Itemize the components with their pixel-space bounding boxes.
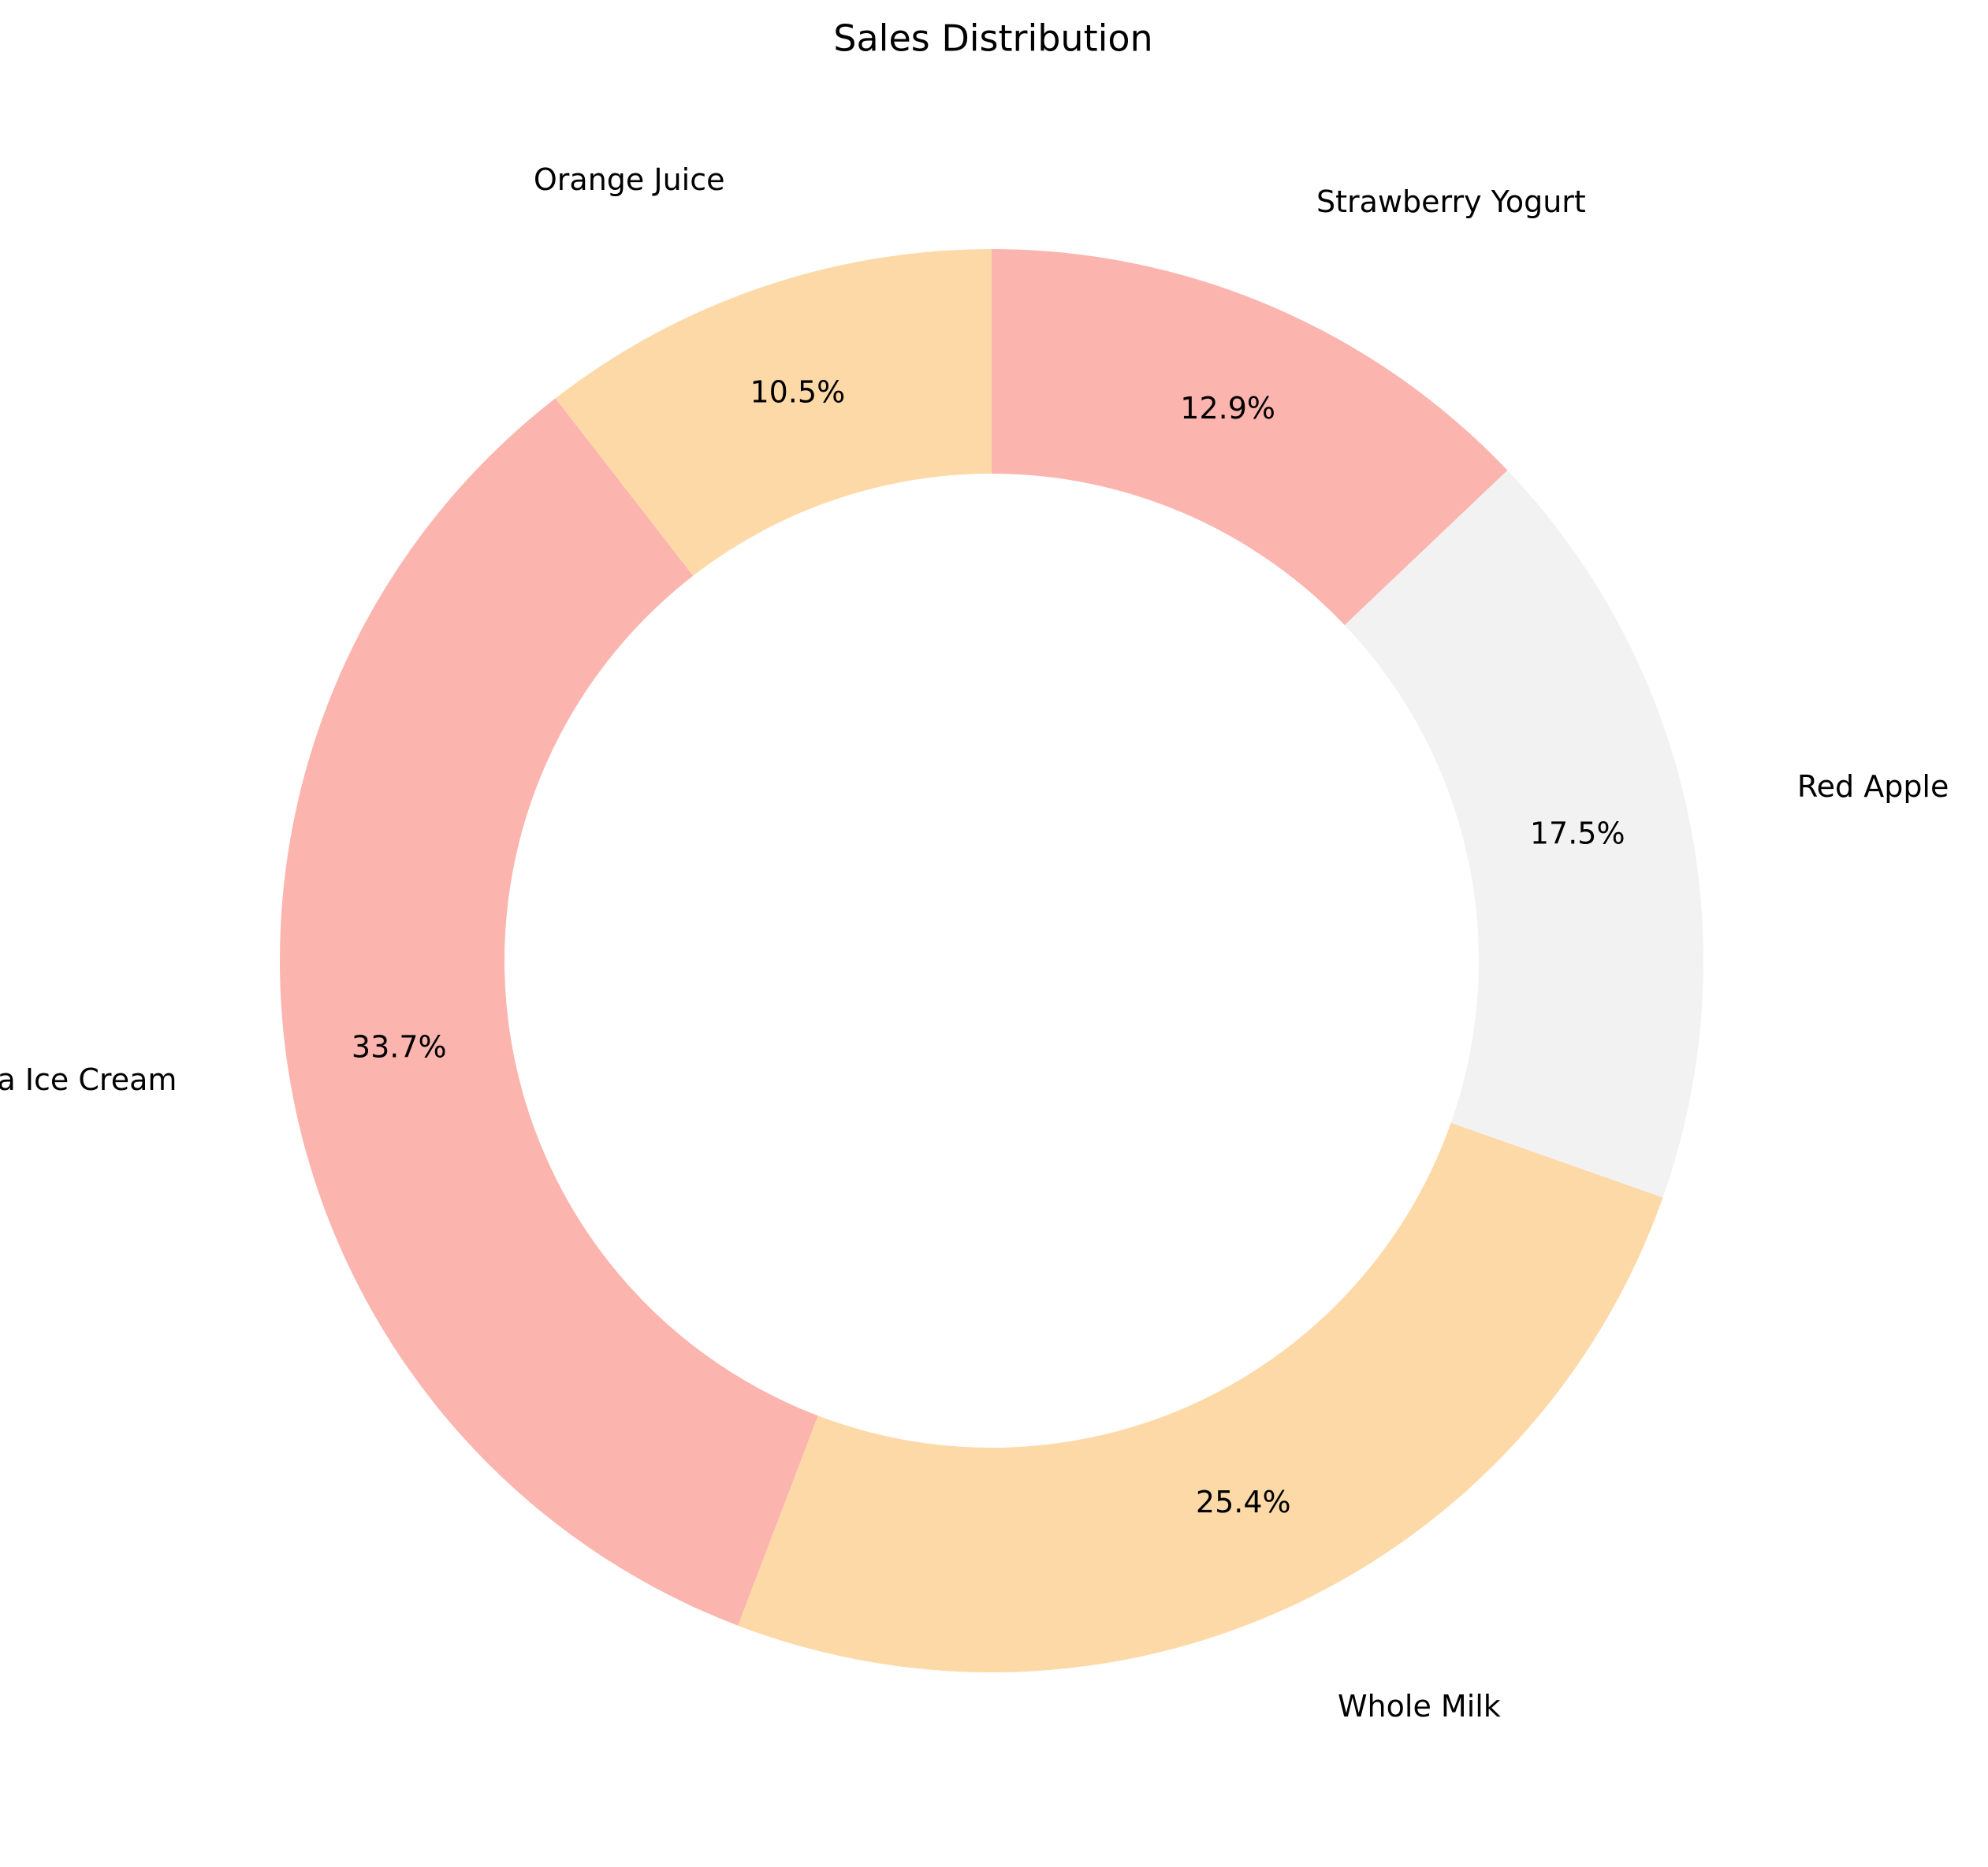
category-label-orange-juice: Orange Juice [534, 162, 725, 197]
label-group: 10.5% Orange Juice 33.7% Vanilla Ice Cream 2… [0, 162, 1949, 1724]
percent-label-whole-milk: 25.4% [1196, 1485, 1291, 1519]
slice-orange-juice [555, 249, 992, 576]
percent-label-red-apple: 17.5% [1530, 816, 1625, 851]
slice-red-apple [1344, 470, 1703, 1198]
percent-label-orange-juice: 10.5% [750, 374, 845, 409]
percent-label-strawberry-yogurt: 12.9% [1180, 391, 1275, 426]
category-label-red-apple: Red Apple [1797, 769, 1949, 804]
category-label-whole-milk: Whole Milk [1338, 1689, 1501, 1724]
slice-group [280, 249, 1703, 1672]
slice-whole-milk [738, 1122, 1663, 1672]
category-label-strawberry-yogurt: Strawberry Yogurt [1316, 184, 1586, 219]
percent-label-vanilla-ice-cream: 33.7% [352, 1029, 447, 1064]
chart-title: Sales Distribution [833, 17, 1152, 60]
slice-strawberry-yogurt [992, 249, 1508, 626]
category-label-vanilla-ice-cream: Vanilla Ice Cream [0, 1062, 177, 1097]
slice-vanilla-ice-cream [280, 398, 818, 1626]
